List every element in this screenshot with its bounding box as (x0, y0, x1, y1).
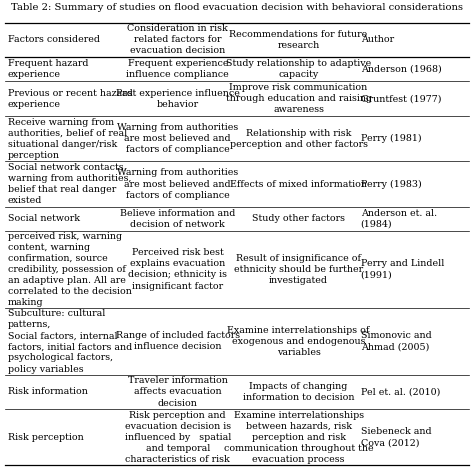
Text: Warning from authorities
are most believed and
factors of compliance: Warning from authorities are most believ… (117, 168, 238, 200)
Text: Table 2: Summary of studies on flood evacuation decision with behavioral conside: Table 2: Summary of studies on flood eva… (11, 3, 463, 12)
Text: Risk perception and
evacuation decision is
influenced by   spatial
and temporal
: Risk perception and evacuation decision … (125, 410, 231, 464)
Text: Range of included factors
influence decision: Range of included factors influence deci… (116, 331, 240, 351)
Text: Anderson (1968): Anderson (1968) (361, 65, 441, 74)
Text: Receive warning from
authorities, belief of real
situational danger/risk
percept: Receive warning from authorities, belief… (8, 118, 127, 160)
Text: Improve risk communication
through education and raising
awareness: Improve risk communication through educa… (226, 83, 372, 114)
Text: Study other factors: Study other factors (252, 214, 345, 223)
Text: Risk information: Risk information (8, 387, 88, 396)
Text: Believe information and
decision of network: Believe information and decision of netw… (120, 209, 236, 229)
Text: Subculture: cultural
patterns,
Social factors, internal
factors, initial factors: Subculture: cultural patterns, Social fa… (8, 309, 132, 373)
Text: Social network: Social network (8, 214, 80, 223)
Text: Author: Author (361, 35, 394, 45)
Text: Perry (1981): Perry (1981) (361, 134, 421, 143)
Text: Perceived risk best
explains evacuation
decision; ethnicity is
insignificant fac: Perceived risk best explains evacuation … (128, 248, 227, 290)
Text: Examine interrelationships of
exogenous and endogenous
variables: Examine interrelationships of exogenous … (228, 325, 370, 357)
Text: Warning from authorities
are most believed and
factors of compliance: Warning from authorities are most believ… (117, 123, 238, 154)
Text: Frequent hazard
experience: Frequent hazard experience (8, 59, 88, 79)
Text: Impacts of changing
information to decision: Impacts of changing information to decis… (243, 382, 355, 402)
Text: Risk perception: Risk perception (8, 433, 83, 442)
Text: Pel et. al. (2010): Pel et. al. (2010) (361, 387, 440, 396)
Text: Consideration in risk
related factors for
evacuation decision: Consideration in risk related factors fo… (128, 24, 228, 55)
Text: Effects of mixed information: Effects of mixed information (230, 180, 367, 189)
Text: Examine interrelationships
between hazards, risk
perception and risk
communicati: Examine interrelationships between hazar… (224, 410, 374, 464)
Text: Social network contacts,
warning from authorities,
belief that real danger
exist: Social network contacts, warning from au… (8, 163, 131, 205)
Text: Frequent experience
influence compliance: Frequent experience influence compliance (127, 59, 229, 79)
Text: Past experience influence
behavior: Past experience influence behavior (116, 89, 240, 109)
Text: Gruntfest (1977): Gruntfest (1977) (361, 94, 441, 103)
Text: Traveler information
affects evacuation
decision: Traveler information affects evacuation … (128, 376, 228, 408)
Text: Perry and Lindell
(1991): Perry and Lindell (1991) (361, 259, 444, 280)
Text: Anderson et. al.
(1984): Anderson et. al. (1984) (361, 209, 437, 229)
Text: Recommendations for future
research: Recommendations for future research (229, 30, 368, 50)
Text: Siebeneck and
Cova (2012): Siebeneck and Cova (2012) (361, 427, 431, 447)
Text: Study relationship to adaptive
capacity: Study relationship to adaptive capacity (226, 59, 371, 79)
Text: Result of insignificance of
ethnicity should be further
investigated: Result of insignificance of ethnicity sh… (234, 254, 363, 285)
Text: Relationship with risk
perception and other factors: Relationship with risk perception and ot… (229, 129, 368, 149)
Text: Factors considered: Factors considered (8, 35, 100, 45)
Text: Simonovic and
Ahmad (2005): Simonovic and Ahmad (2005) (361, 331, 431, 351)
Text: Previous or recent hazard
experience: Previous or recent hazard experience (8, 89, 132, 109)
Text: Perry (1983): Perry (1983) (361, 180, 421, 189)
Text: perceived risk, warning
content, warning
confirmation, source
credibility, posse: perceived risk, warning content, warning… (8, 232, 131, 307)
